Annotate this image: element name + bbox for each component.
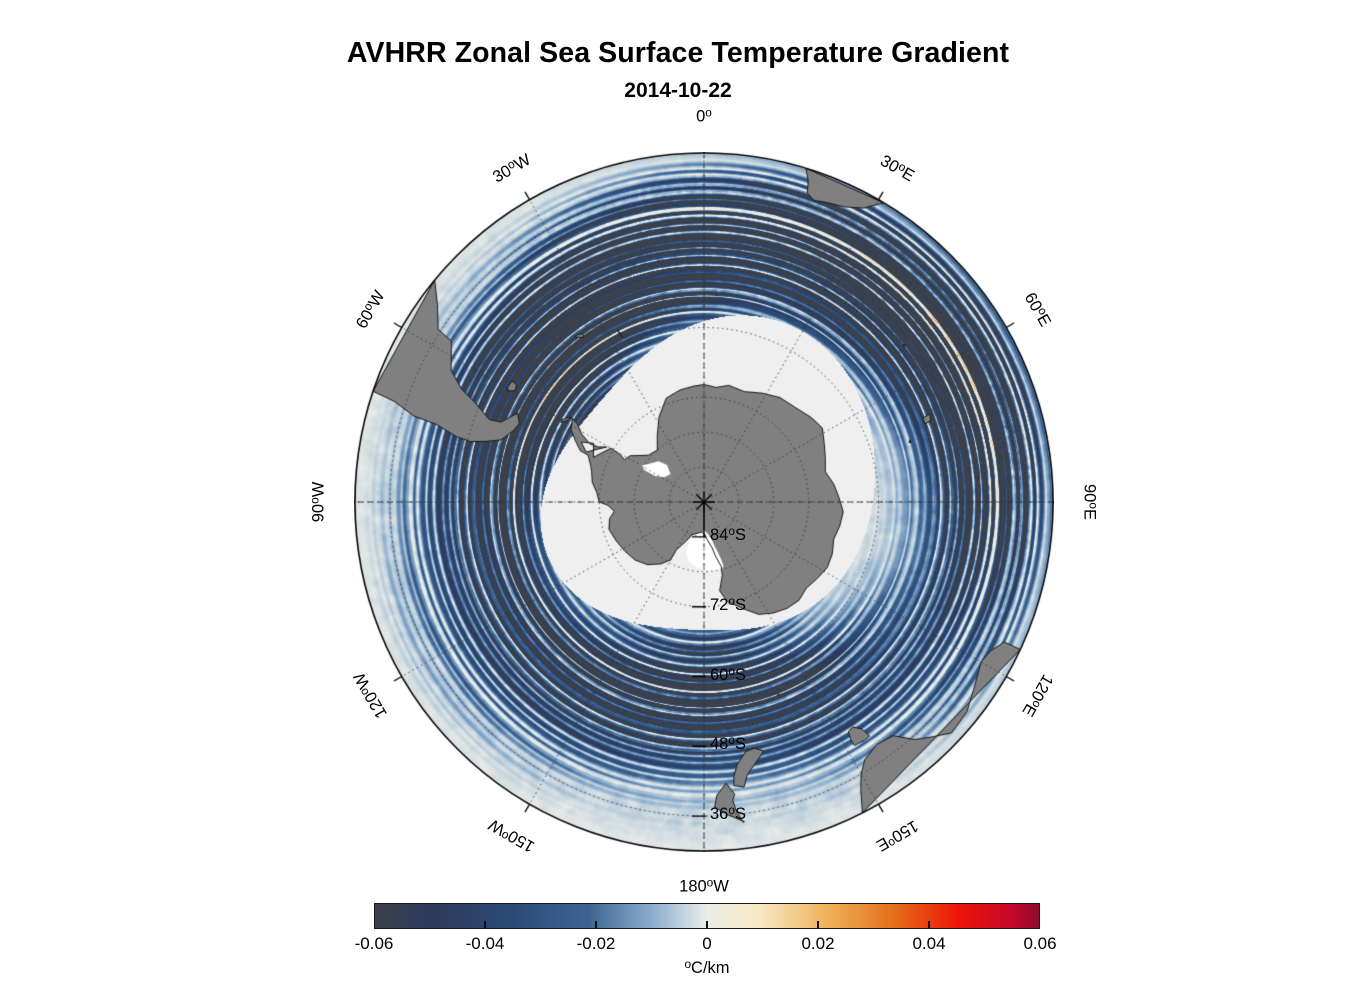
colorbar-tick-mark [817,921,819,929]
title-block: AVHRR Zonal Sea Surface Temperature Grad… [0,37,1356,103]
longitude-label: 0o [696,105,712,126]
longitude-label: 180oW [679,875,729,896]
colorbar-tick-mark [595,921,597,929]
colorbar: -0.06 -0.04 -0.02 0 0.02 0.04 0.06 oC/km [355,903,1057,993]
colorbar-tick-mark [484,921,486,929]
longitude-label: 90oE [1080,484,1101,520]
colorbar-tick-label: 0.02 [801,934,835,953]
date-subtitle: 2014-10-22 [624,79,732,103]
colorbar-tick-mark [706,921,708,929]
longitude-label: 90oW [307,481,328,523]
polar-map: 0o 30oE 60oE 90oE 120oE 150oE 180oW 150oW 120oW 9… [308,107,1101,896]
colorbar-tick-label: -0.06 [354,934,394,953]
map-raster [354,152,1054,852]
colorbar-tick-label: -0.04 [465,934,505,953]
colorbar-tick-mark [928,921,930,929]
colorbar-unit-label: oC/km [684,957,730,977]
colorbar-tick-label: 0.04 [912,934,946,953]
colorbar-tick-label: 0.06 [1023,934,1057,953]
colorbar-tick-label: 0 [702,934,712,953]
colorbar-tick-label: -0.02 [576,934,616,953]
page-title: AVHRR Zonal Sea Surface Temperature Grad… [346,37,1010,69]
